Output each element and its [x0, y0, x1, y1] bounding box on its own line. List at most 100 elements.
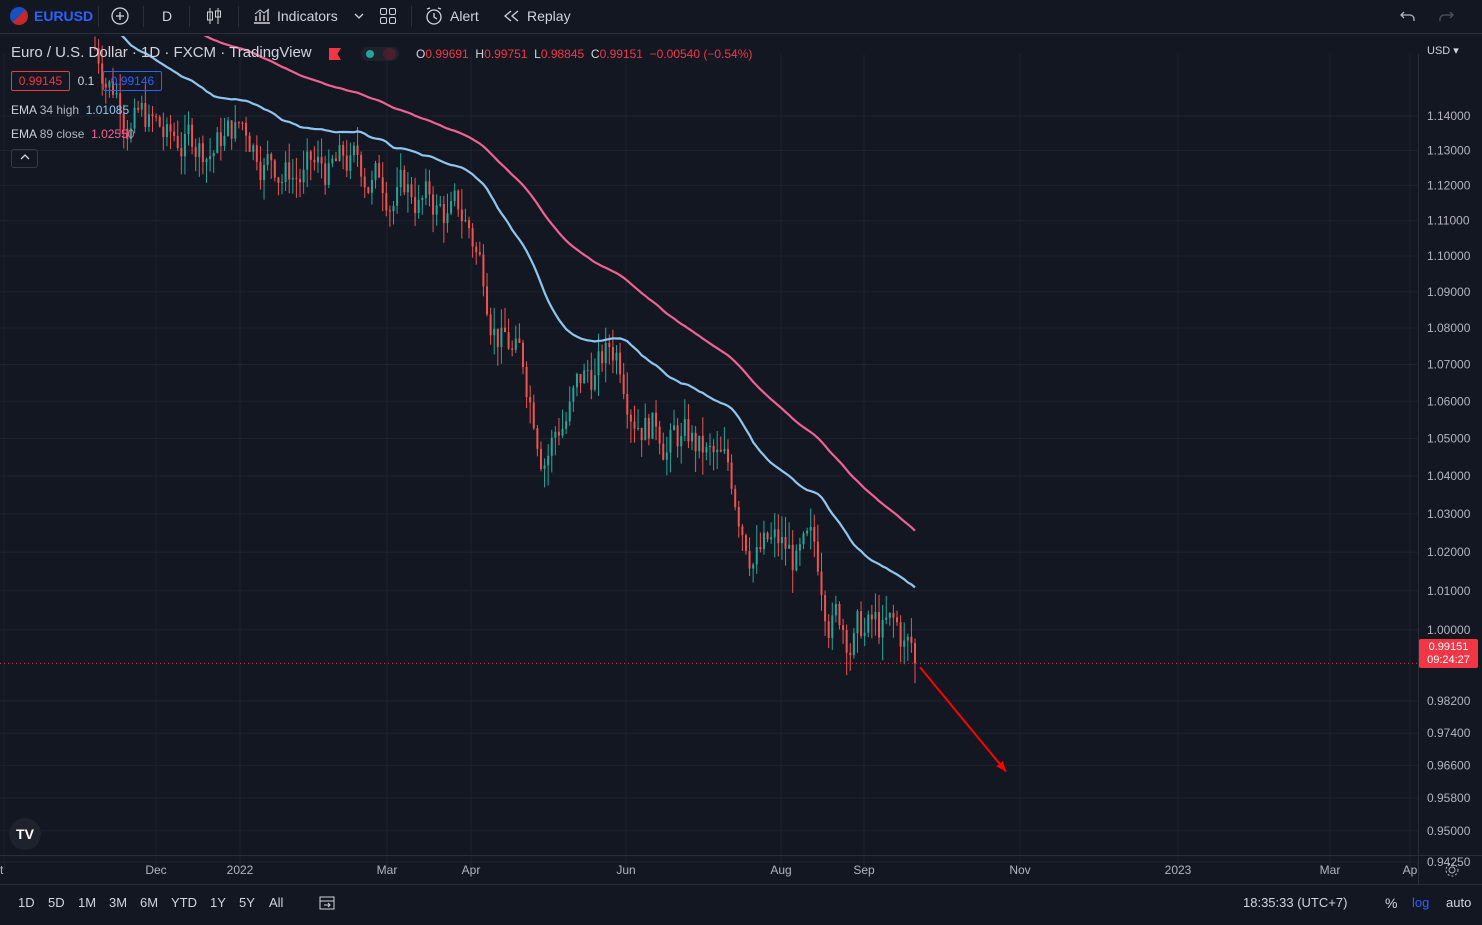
range-button-5d[interactable]: 5D	[48, 895, 65, 910]
candle-body	[511, 348, 514, 350]
candle-body	[899, 622, 902, 647]
alert-button[interactable]: Alert	[424, 0, 479, 32]
candle-body	[633, 421, 636, 429]
candle-body	[629, 414, 632, 422]
candle-body	[173, 131, 176, 136]
candle-body	[575, 373, 578, 388]
candle-body	[176, 135, 179, 149]
axis-settings-button[interactable]	[1418, 855, 1482, 884]
indicators-button[interactable]: Indicators	[252, 0, 338, 32]
candle-body	[644, 417, 647, 441]
candle-body	[813, 526, 816, 542]
candle-body	[227, 120, 230, 136]
price-tick-label: 1.07000	[1427, 357, 1471, 371]
candle-body	[860, 611, 863, 636]
candle-body	[374, 163, 377, 181]
candle-body	[223, 135, 226, 146]
range-button-6m[interactable]: 6M	[140, 895, 159, 910]
tradingview-logo[interactable]: TV	[9, 818, 41, 850]
buy-price-box[interactable]: 0.99146	[103, 71, 162, 91]
clock[interactable]: 18:35:33 (UTC+7)	[1243, 895, 1348, 910]
arrow-head	[996, 760, 1006, 772]
replay-button[interactable]: Replay	[503, 0, 571, 32]
candle-body	[734, 488, 737, 508]
candle-body	[759, 546, 762, 550]
candle-body	[680, 436, 683, 447]
collapse-legend-button[interactable]	[11, 149, 38, 168]
candle-body	[291, 178, 294, 180]
candle-body	[475, 246, 478, 253]
candle-body	[619, 352, 622, 375]
candle-body	[590, 369, 593, 390]
range-button-1y[interactable]: 1Y	[210, 895, 226, 910]
candle-body	[550, 437, 553, 456]
candle-body	[295, 178, 298, 180]
candle-body	[424, 181, 427, 199]
range-button-5y[interactable]: 5Y	[239, 895, 255, 910]
candle-body	[406, 184, 409, 193]
undo-button[interactable]	[1399, 0, 1417, 32]
spread-value: 0.1	[77, 74, 95, 88]
candlestick-series	[94, 36, 916, 684]
ema-34-legend[interactable]: EMA 34 high 1.01085	[11, 103, 130, 117]
candle-body	[867, 614, 870, 633]
candle-body	[881, 619, 884, 638]
range-button-all[interactable]: All	[269, 895, 284, 910]
time-tick-label: Jun	[616, 863, 636, 877]
candle-body	[874, 611, 877, 620]
candle-body	[385, 193, 388, 211]
candle-body	[252, 145, 255, 152]
candle-body	[673, 425, 676, 431]
range-button-1m[interactable]: 1M	[78, 895, 97, 910]
candle-body	[108, 81, 111, 88]
candle-body	[370, 180, 373, 193]
range-button-1d[interactable]: 1D	[18, 895, 35, 910]
indicators-dropdown[interactable]	[353, 0, 365, 32]
chart-type-button[interactable]	[205, 0, 223, 32]
candle-body	[151, 114, 154, 117]
candle-body	[442, 203, 445, 224]
candle-body	[838, 604, 841, 626]
candle-body	[129, 128, 132, 140]
candle-body	[568, 401, 571, 422]
red-flag-icon	[329, 48, 341, 60]
candle-body	[579, 373, 582, 384]
percent-toggle[interactable]: %	[1385, 895, 1398, 911]
price-tick-label: 1.05000	[1427, 431, 1471, 445]
candle-body	[313, 159, 316, 163]
symbol-search[interactable]: EURUSD	[10, 0, 93, 32]
candle-body	[608, 342, 611, 348]
redo-button[interactable]	[1437, 0, 1455, 32]
candle-body	[863, 632, 866, 636]
goto-date-button[interactable]	[318, 894, 336, 915]
currency-selector[interactable]: USD ▾	[1427, 45, 1459, 57]
candle-body	[500, 327, 503, 348]
candle-body	[705, 446, 708, 453]
candle-body	[852, 633, 855, 656]
undo-icon	[1400, 11, 1415, 21]
candle-body	[906, 636, 909, 641]
range-button-3m[interactable]: 3M	[109, 895, 128, 910]
log-toggle[interactable]: log	[1412, 895, 1430, 910]
candle-body	[842, 625, 845, 630]
time-tick-label: Dec	[145, 863, 167, 877]
range-button-ytd[interactable]: YTD	[171, 895, 197, 910]
interval-button[interactable]: D	[162, 8, 173, 24]
price-chart[interactable]: 1.14000 1.13000 1.12000 1.11000 1.10000 1.090…	[0, 36, 1482, 890]
sell-price-box[interactable]: 0.99145	[11, 71, 70, 91]
layouts-button[interactable]	[379, 0, 397, 32]
auto-toggle[interactable]: auto	[1446, 895, 1472, 910]
price-tick-label: 1.10000	[1427, 249, 1471, 263]
candle-body	[320, 156, 323, 164]
candle-body	[669, 430, 672, 453]
candle-body	[453, 190, 456, 202]
alert-label: Alert	[450, 8, 479, 24]
ema-89-legend[interactable]: EMA 89 close 1.02550	[11, 127, 135, 141]
time-axis[interactable]: ct Dec 2022 Mar Apr Jun Aug Sep Nov 2023 Mar Ap	[0, 855, 1418, 884]
compare-button[interactable]	[110, 0, 130, 32]
candle-body	[464, 219, 467, 222]
candle-body	[601, 351, 604, 364]
time-tick-label: Mar	[376, 863, 398, 877]
market-status-badge	[361, 47, 399, 61]
time-tick-label: Aug	[770, 863, 792, 877]
